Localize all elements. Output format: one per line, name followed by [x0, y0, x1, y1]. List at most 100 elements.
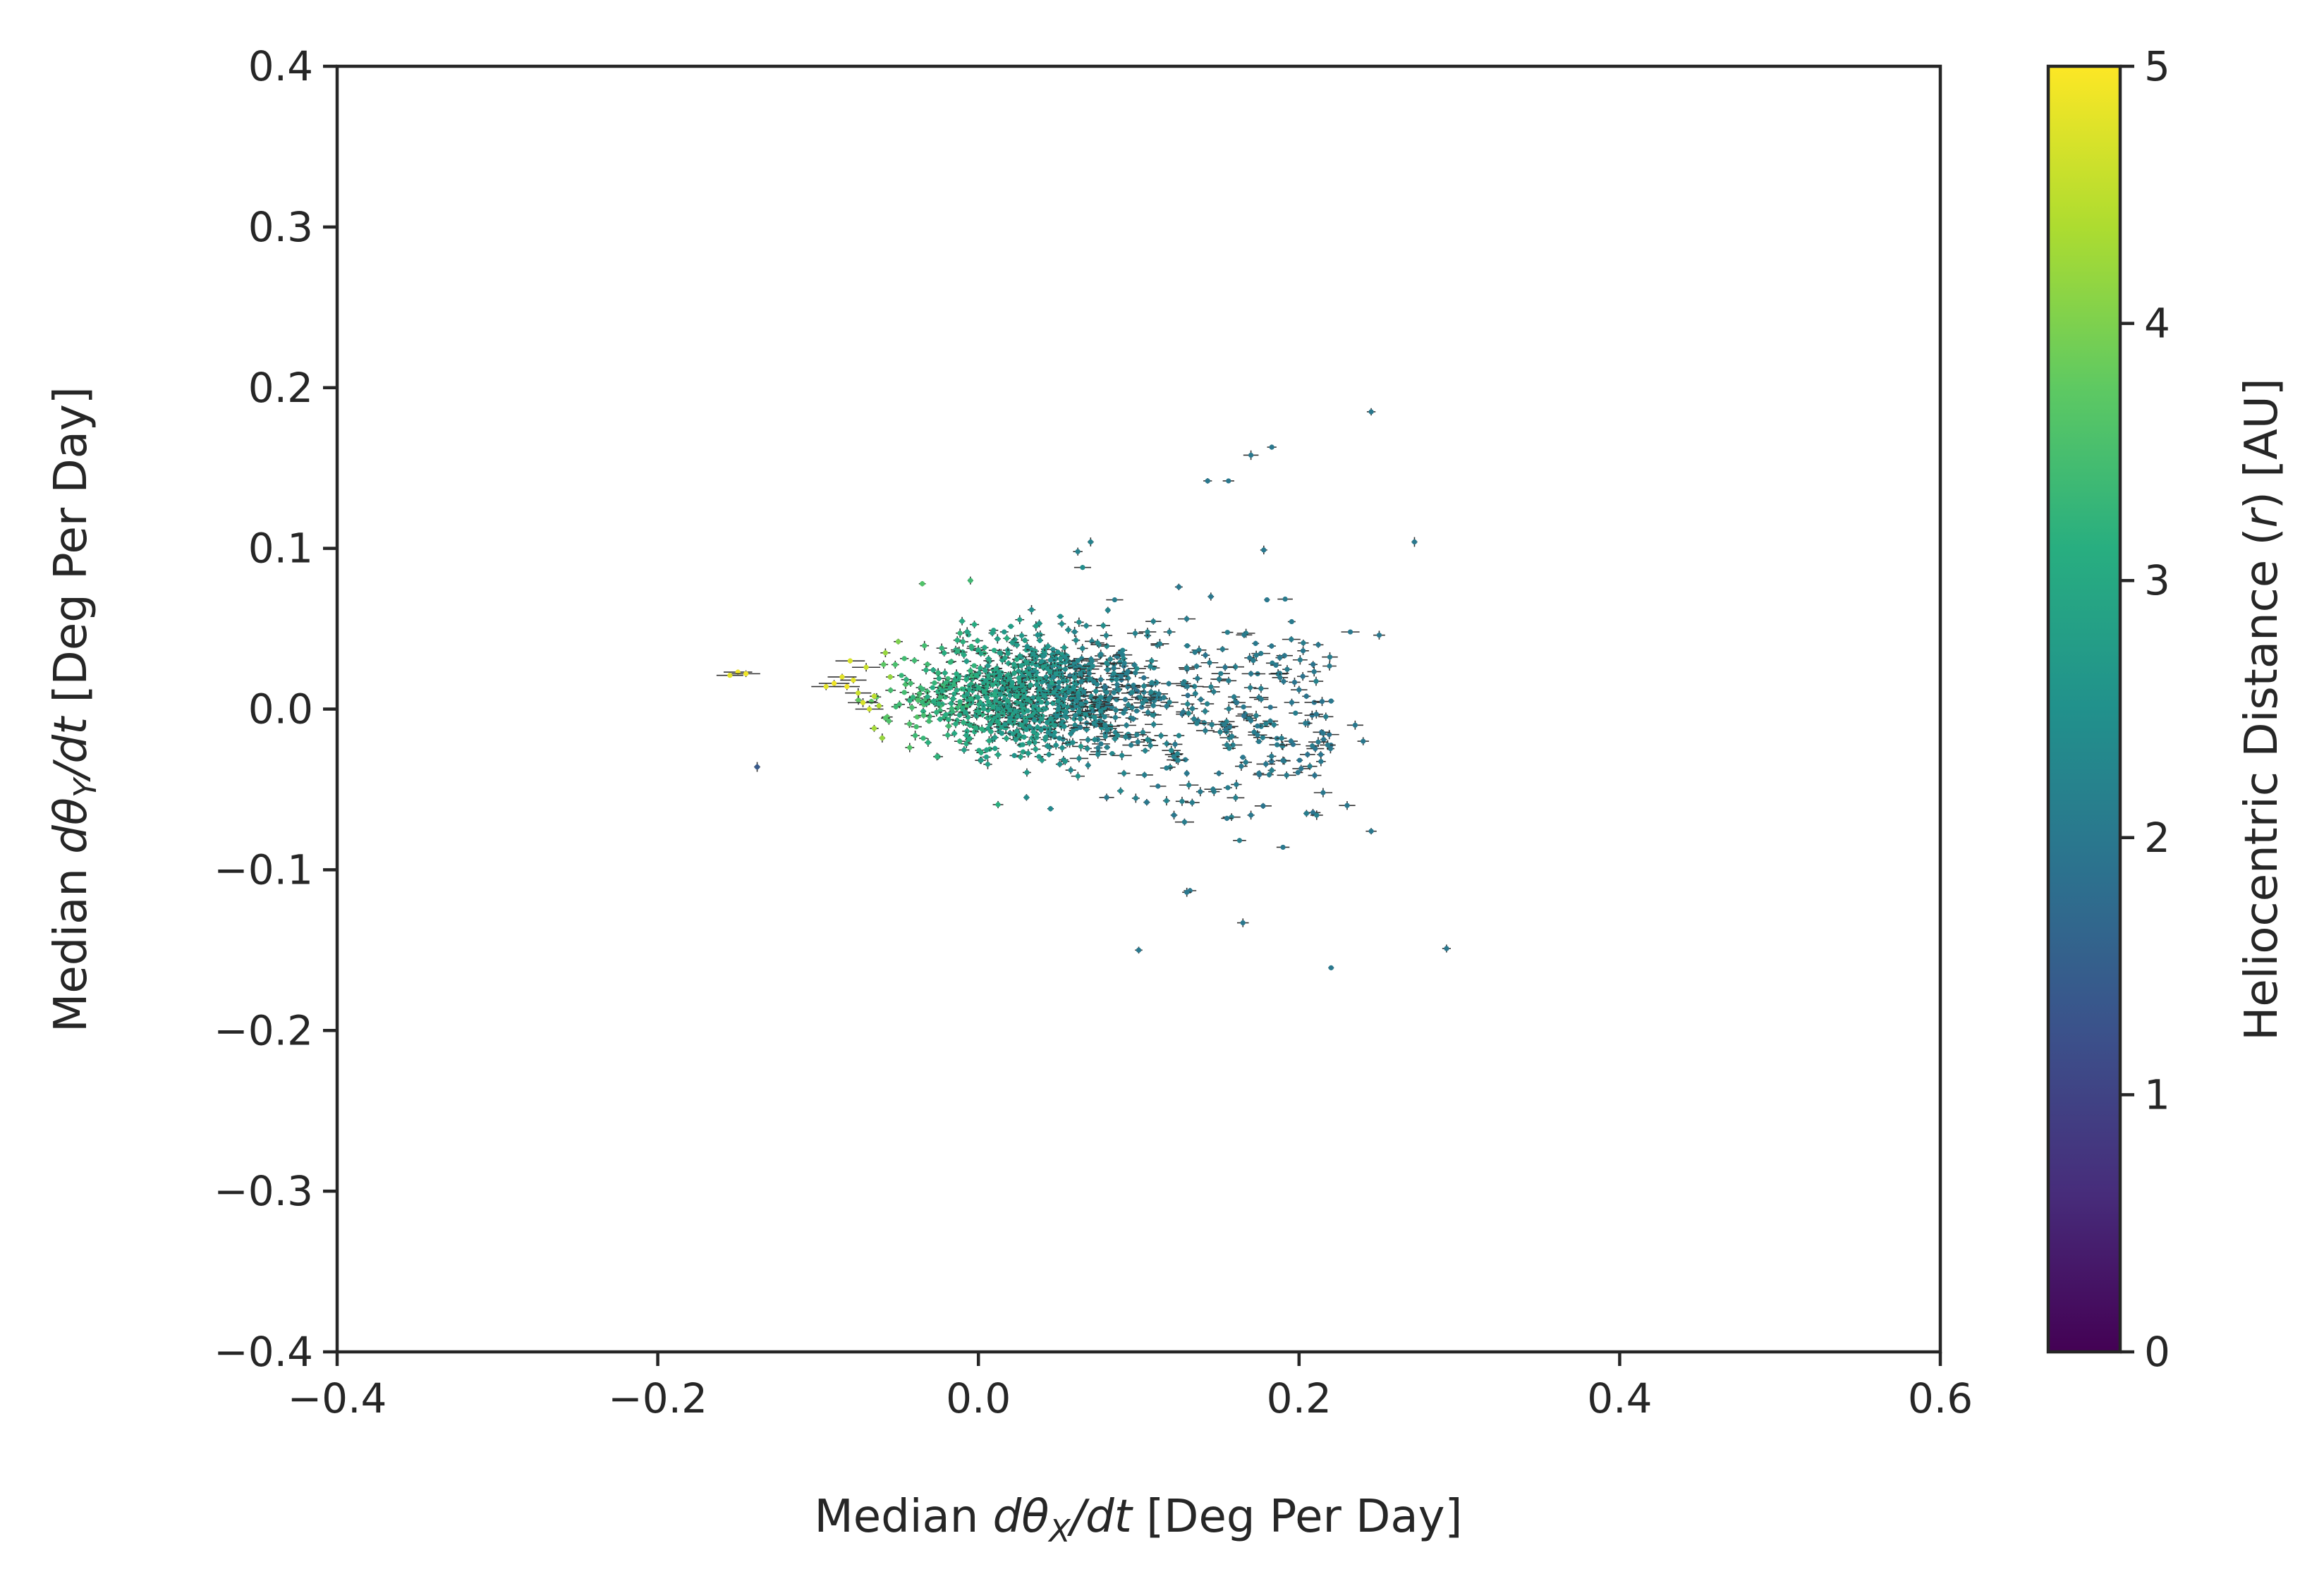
data-point	[985, 698, 993, 705]
y-tick-label: 0.2	[248, 364, 313, 412]
data-point	[1256, 760, 1276, 768]
data-point	[991, 733, 999, 743]
data-point	[1131, 738, 1145, 746]
data-point	[1200, 657, 1219, 668]
data-point	[1097, 649, 1105, 659]
data-point	[1162, 740, 1172, 748]
data-point	[920, 640, 930, 651]
data-point	[1302, 762, 1318, 770]
data-point	[961, 651, 967, 659]
data-point	[1036, 638, 1044, 644]
data-point	[1085, 658, 1098, 664]
data-point	[963, 714, 973, 721]
data-point	[1030, 728, 1038, 736]
data-point	[1036, 726, 1046, 734]
data-point	[1163, 628, 1176, 636]
data-point	[1192, 689, 1198, 698]
data-point	[1022, 659, 1031, 666]
data-point	[1339, 801, 1356, 810]
data-point	[1143, 712, 1162, 718]
data-point	[1023, 794, 1030, 801]
data-point	[1083, 726, 1090, 733]
data-point	[944, 685, 956, 691]
data-point	[930, 680, 939, 685]
data-point	[925, 719, 933, 724]
data-point	[1124, 669, 1132, 674]
data-point	[1179, 781, 1199, 790]
data-point	[1236, 631, 1253, 638]
data-point	[1160, 694, 1167, 701]
data-point	[1035, 705, 1043, 714]
data-point	[1018, 681, 1027, 689]
data-point	[967, 576, 973, 585]
data-point	[1203, 478, 1212, 484]
data-point	[1106, 669, 1122, 677]
data-point	[1248, 656, 1258, 665]
data-point	[918, 581, 926, 587]
data-point	[1083, 745, 1092, 752]
data-point	[1062, 709, 1070, 716]
data-point	[1003, 649, 1013, 659]
data-point	[1020, 734, 1028, 740]
data-point	[1038, 757, 1047, 764]
data-point	[1047, 666, 1053, 677]
data-point	[1021, 717, 1031, 725]
scatter-points	[716, 408, 1451, 970]
data-point	[983, 658, 995, 664]
data-point	[1285, 741, 1301, 748]
data-point	[1017, 663, 1025, 669]
data-point	[1023, 768, 1031, 777]
data-point	[870, 724, 879, 732]
data-point	[1322, 661, 1337, 671]
data-point	[942, 669, 949, 678]
data-point	[1267, 767, 1276, 774]
data-point	[885, 687, 896, 693]
data-point	[1276, 652, 1293, 659]
data-point	[1253, 650, 1260, 660]
data-point	[1196, 726, 1215, 735]
data-point	[1002, 735, 1011, 742]
data-point	[1015, 615, 1025, 625]
data-point	[1221, 815, 1233, 822]
colorbar	[2046, 64, 2122, 1354]
data-point	[1207, 720, 1217, 730]
data-point	[1357, 737, 1369, 745]
data-point	[1054, 736, 1065, 741]
data-point	[1042, 734, 1050, 740]
data-point	[939, 649, 950, 657]
x-tick-label: 0.2	[1267, 1374, 1332, 1422]
data-point	[1310, 810, 1323, 820]
data-point	[1277, 771, 1296, 779]
data-point	[1182, 887, 1192, 897]
data-point	[1057, 620, 1066, 628]
data-point	[1057, 614, 1064, 619]
data-point	[1050, 674, 1057, 680]
data-point	[1104, 666, 1112, 673]
data-point	[915, 696, 921, 704]
data-point	[1267, 444, 1277, 450]
data-point	[1064, 688, 1075, 695]
data-point	[1248, 730, 1267, 740]
data-point	[1100, 631, 1113, 640]
data-point	[973, 693, 982, 702]
data-point	[904, 719, 915, 728]
data-point	[1111, 682, 1124, 688]
data-point	[1218, 721, 1231, 728]
plot-frame	[335, 64, 1942, 1354]
data-point	[1184, 709, 1193, 718]
data-point	[962, 676, 971, 683]
data-point	[1235, 762, 1248, 771]
data-point	[978, 724, 985, 733]
data-point	[1161, 681, 1177, 687]
data-point	[754, 762, 760, 772]
data-point	[1289, 677, 1301, 688]
data-point	[1012, 707, 1019, 716]
data-point	[1171, 755, 1186, 765]
data-point	[1093, 745, 1103, 751]
data-point	[1055, 761, 1064, 768]
data-point	[1239, 755, 1246, 760]
data-point	[1292, 655, 1308, 665]
data-point	[910, 657, 920, 664]
data-point	[1148, 680, 1157, 685]
data-point	[1150, 783, 1167, 789]
